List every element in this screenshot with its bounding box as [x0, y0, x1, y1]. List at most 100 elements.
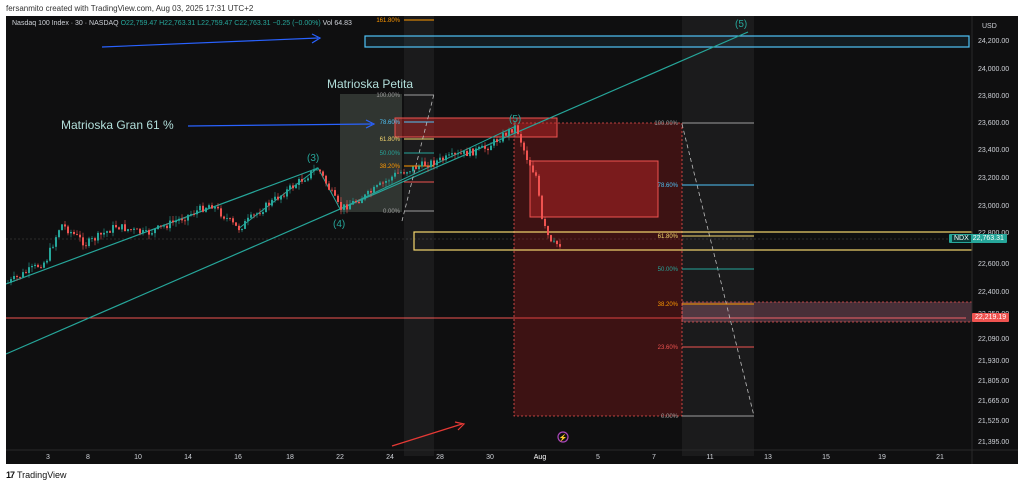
candle-body	[196, 210, 198, 215]
candle-body	[34, 264, 36, 267]
candle-body	[340, 201, 342, 210]
big-red-zone	[513, 122, 683, 417]
ohlc-change: −0.25 (−0.00%)	[272, 20, 321, 27]
candle-body	[364, 194, 366, 200]
fib-small-label: 61.80%	[380, 137, 401, 143]
candle-body	[298, 179, 300, 185]
price-tick-label: 22,600.00	[978, 261, 1009, 268]
candle-body	[409, 171, 411, 173]
symbol-info: Nasdaq 100 Index · 30 · NASDAQ O22,759.4…	[12, 20, 352, 27]
candle-body	[532, 165, 534, 173]
candle-body	[436, 160, 438, 166]
candle-body	[355, 200, 357, 203]
candle-body	[538, 175, 540, 196]
candle-body	[388, 180, 390, 182]
candle-body	[103, 232, 105, 235]
pink-zone	[681, 301, 973, 323]
candle-body	[151, 233, 153, 235]
candle-body	[94, 238, 96, 241]
price-tick-label: 23,800.00	[978, 93, 1009, 100]
candle-body	[181, 218, 183, 221]
red-box-mid	[529, 160, 659, 218]
candle-body	[31, 266, 33, 268]
candle-body	[469, 148, 471, 157]
candle-body	[82, 237, 84, 246]
candle-body	[160, 225, 162, 227]
time-zone-shade-1	[404, 16, 434, 456]
candle-body	[112, 225, 114, 233]
price-axis[interactable]: 24,200.00 24,000.00 23,800.00 23,600.00 23,4…	[978, 38, 1009, 446]
candle-body	[421, 161, 423, 167]
candle-body	[385, 181, 387, 183]
candle-body	[325, 175, 327, 184]
candle-body	[16, 276, 18, 277]
candle-body	[328, 183, 330, 190]
candle-body	[247, 217, 249, 222]
candle-body	[238, 225, 240, 231]
candle-body	[502, 132, 504, 142]
candle-body	[337, 195, 339, 202]
candle-body	[511, 129, 513, 133]
candle-body	[187, 214, 189, 221]
fib-big-label: 38.20%	[658, 302, 679, 308]
candle-body	[148, 230, 150, 235]
candle-body	[52, 246, 54, 248]
blue-arrow-mid	[187, 119, 376, 129]
candle-body	[259, 213, 261, 215]
candle-body	[361, 199, 363, 204]
ohlc-low: L22,759.47	[197, 20, 233, 27]
candle-body	[376, 185, 378, 187]
candle-body	[202, 205, 204, 212]
candle-body	[292, 185, 294, 189]
candle-body	[472, 148, 474, 156]
time-tick-label: 16	[234, 454, 242, 461]
tradingview-logo-icon: 17	[6, 470, 15, 480]
candle-body	[307, 178, 309, 181]
time-tick-label: 5	[596, 454, 600, 461]
candle-body	[379, 182, 381, 186]
price-tick-label: 23,400.00	[978, 147, 1009, 154]
event-marker[interactable]	[557, 431, 569, 443]
candle-body	[127, 229, 129, 232]
candle-body	[37, 264, 39, 267]
time-tick-label: 24	[386, 454, 394, 461]
cyan-zone	[364, 35, 970, 48]
candle-body	[331, 189, 333, 191]
candle-body	[316, 169, 318, 171]
candle-body	[490, 145, 492, 151]
candle-body	[274, 196, 276, 200]
candle-body	[346, 204, 348, 210]
price-tick-label: 21,805.00	[978, 378, 1009, 385]
candle-body	[43, 262, 45, 268]
candle-body	[277, 196, 279, 200]
fib-big-labels: 100.00% 78.60% 61.80% 50.00% 38.20% 23.60% 0.0…	[654, 121, 678, 420]
candle-body	[406, 172, 408, 174]
candle-body	[466, 150, 468, 157]
price-tick-label: 21,525.00	[978, 418, 1009, 425]
time-axis[interactable]: 3 8 10 14 16 18 22 24 28 30 Aug 5 7 11 13 15 19 21	[46, 454, 944, 461]
candle-body	[370, 190, 372, 193]
candle-body	[22, 272, 24, 278]
candle-body	[64, 224, 66, 227]
candle-body	[499, 141, 501, 143]
candle-body	[289, 185, 291, 190]
price-chart[interactable]: ⚡ 24,200.00 24,000.00 23,800.00 23,600.00 23…	[6, 16, 1018, 464]
price-tick-label: 23,000.00	[978, 203, 1009, 210]
candle-body	[145, 230, 147, 231]
time-tick-label: 22	[336, 454, 344, 461]
red-arrow-bottom	[391, 421, 466, 447]
candle-body	[88, 238, 90, 246]
chart-area[interactable]: ⚡ 24,200.00 24,000.00 23,800.00 23,600.00 23…	[6, 16, 1018, 464]
candle-body	[310, 171, 312, 179]
price-tick-label: 22,400.00	[978, 289, 1009, 296]
candle-body	[100, 232, 102, 235]
candle-body	[28, 267, 30, 273]
candle-body	[232, 218, 234, 223]
candle-body	[109, 231, 111, 233]
fib-small-label: 0.00%	[383, 209, 401, 215]
time-tick-label: 13	[764, 454, 772, 461]
candle-body	[169, 220, 171, 229]
candle-body	[517, 125, 519, 135]
candle-body	[523, 142, 525, 151]
candle-body	[496, 139, 498, 143]
